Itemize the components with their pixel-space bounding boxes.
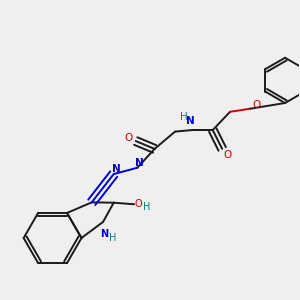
- Text: N: N: [100, 229, 109, 239]
- Text: H: H: [109, 232, 116, 243]
- Text: O: O: [125, 133, 133, 143]
- Text: N: N: [134, 158, 143, 168]
- Text: O: O: [134, 199, 142, 209]
- Text: H: H: [180, 112, 188, 122]
- Text: O: O: [253, 100, 261, 110]
- Text: H: H: [143, 202, 150, 212]
- Text: O: O: [224, 150, 232, 160]
- Text: N: N: [186, 116, 195, 126]
- Text: N: N: [112, 164, 121, 174]
